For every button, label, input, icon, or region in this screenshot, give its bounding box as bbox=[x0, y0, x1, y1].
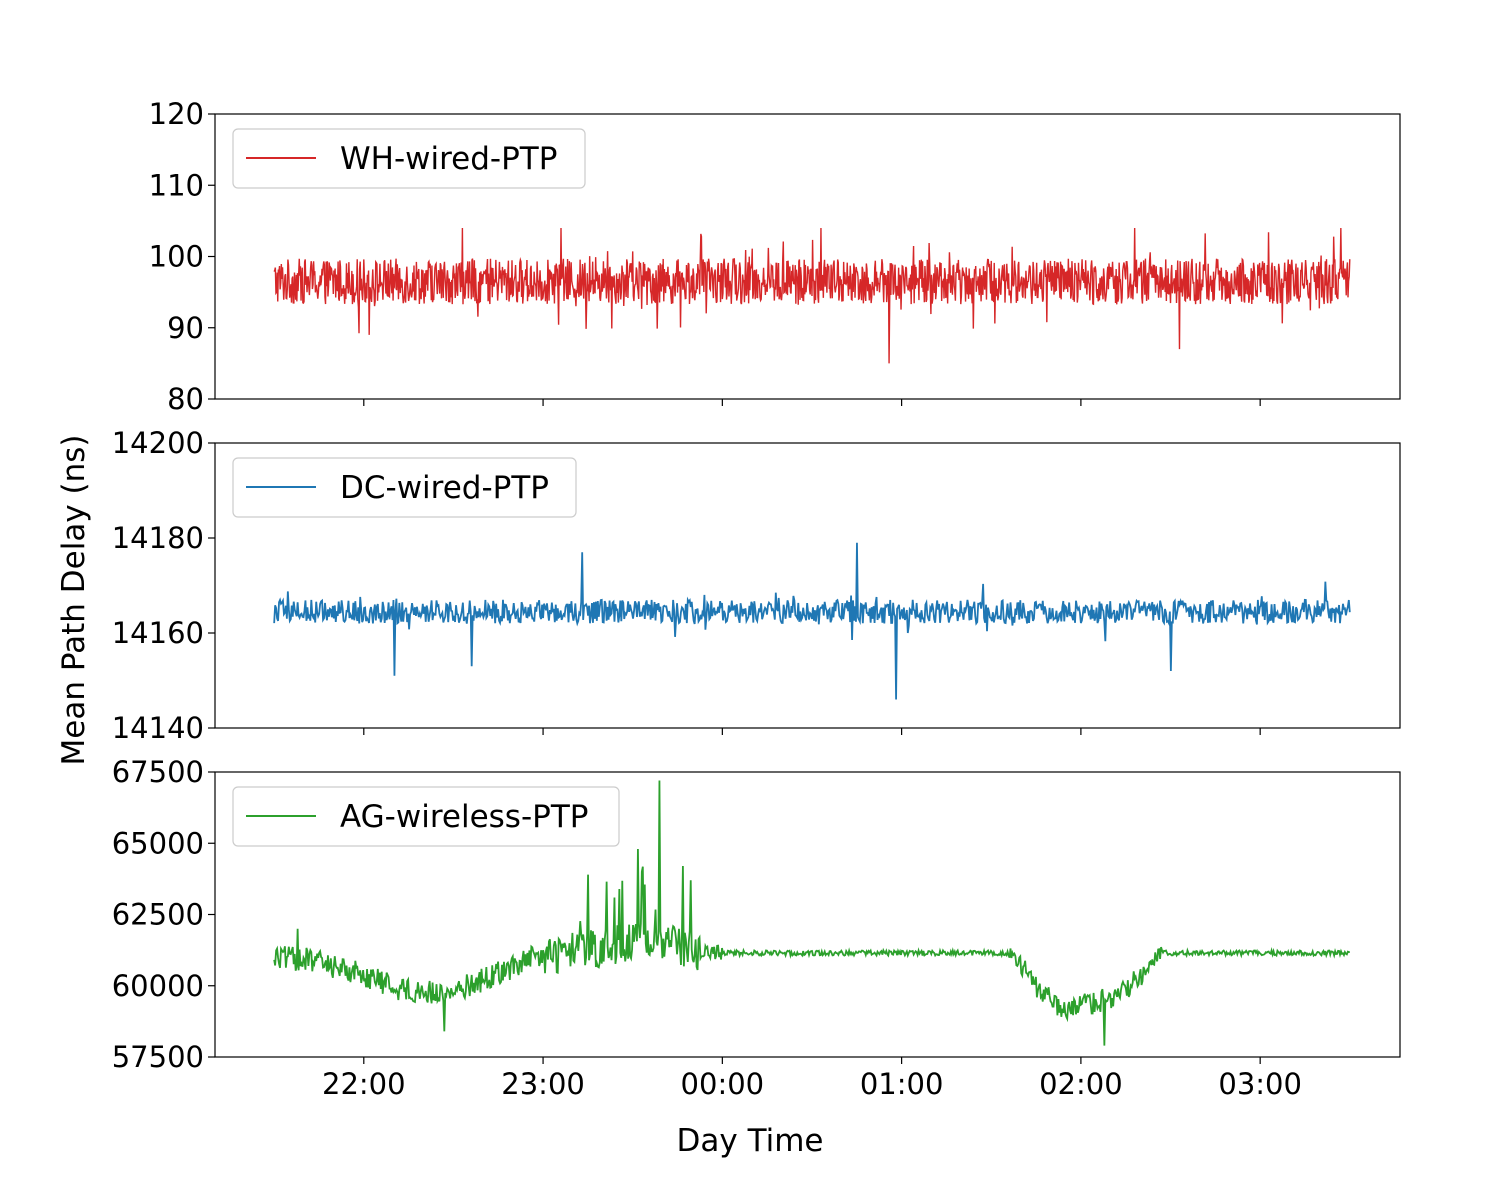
y-tick-label: 60000 bbox=[112, 969, 204, 1003]
y-tick-label: 90 bbox=[167, 311, 204, 345]
y-tick-label: 110 bbox=[149, 168, 204, 202]
x-tick-label: 23:00 bbox=[501, 1067, 585, 1101]
legend-label: WH-wired-PTP bbox=[340, 141, 557, 177]
legend: AG-wireless-PTP bbox=[232, 786, 620, 847]
legend-box bbox=[232, 457, 577, 518]
x-axis-ticks bbox=[363, 1057, 1261, 1064]
legend: DC-wired-PTP bbox=[232, 457, 577, 518]
x-axis-label: Day Time bbox=[677, 1123, 824, 1159]
plot-frame bbox=[214, 442, 1401, 729]
y-axis: 14140 14160 14180 14200 bbox=[112, 426, 215, 745]
x-tick-label: 03:00 bbox=[1218, 1067, 1302, 1101]
x-tick-label: 01:00 bbox=[860, 1067, 944, 1101]
series-line-wh-wired-ptp bbox=[273, 227, 1351, 364]
x-axis-ticks bbox=[363, 728, 1261, 735]
legend-label: DC-wired-PTP bbox=[340, 470, 549, 506]
y-axis: 57500 60000 62500 65000 67500 bbox=[112, 755, 215, 1074]
y-tick-label: 120 bbox=[149, 97, 204, 131]
y-tick-label: 100 bbox=[149, 240, 204, 274]
x-tick-label: 22:00 bbox=[322, 1067, 406, 1101]
y-axis-label: Mean Path Delay (ns) bbox=[56, 434, 92, 765]
x-tick-labels: 22:00 23:00 00:00 01:00 02:00 03:00 bbox=[322, 1067, 1302, 1101]
y-tick-label: 67500 bbox=[112, 755, 204, 789]
y-tick-label: 80 bbox=[167, 382, 204, 416]
y-tick-label: 57500 bbox=[112, 1040, 204, 1074]
series-line-ag-wireless-ptp bbox=[273, 780, 1350, 1046]
y-tick-label: 14140 bbox=[112, 711, 204, 745]
legend-label: AG-wireless-PTP bbox=[340, 799, 588, 835]
y-axis: 80 90 100 110 120 bbox=[149, 97, 215, 416]
panel-ag-wireless: 57500 60000 62500 65000 67500 AG-wireless-PT… bbox=[112, 755, 1401, 1074]
legend: WH-wired-PTP bbox=[232, 128, 586, 189]
x-tick-label: 02:00 bbox=[1039, 1067, 1123, 1101]
y-tick-label: 14160 bbox=[112, 616, 204, 650]
panel-wh-wired: 80 90 100 110 120 WH-wired-PTP bbox=[149, 97, 1401, 416]
y-tick-label: 14180 bbox=[112, 521, 204, 555]
y-tick-label: 14200 bbox=[112, 426, 204, 460]
x-axis-ticks bbox=[363, 399, 1261, 406]
series-line-dc-wired-ptp bbox=[273, 542, 1351, 700]
legend-box bbox=[232, 128, 586, 189]
y-tick-label: 65000 bbox=[112, 826, 204, 860]
legend-box bbox=[232, 786, 620, 847]
panel-dc-wired: 14140 14160 14180 14200 DC-wired-PTP bbox=[112, 426, 1401, 745]
y-tick-label: 62500 bbox=[112, 898, 204, 932]
x-tick-label: 00:00 bbox=[681, 1067, 765, 1101]
